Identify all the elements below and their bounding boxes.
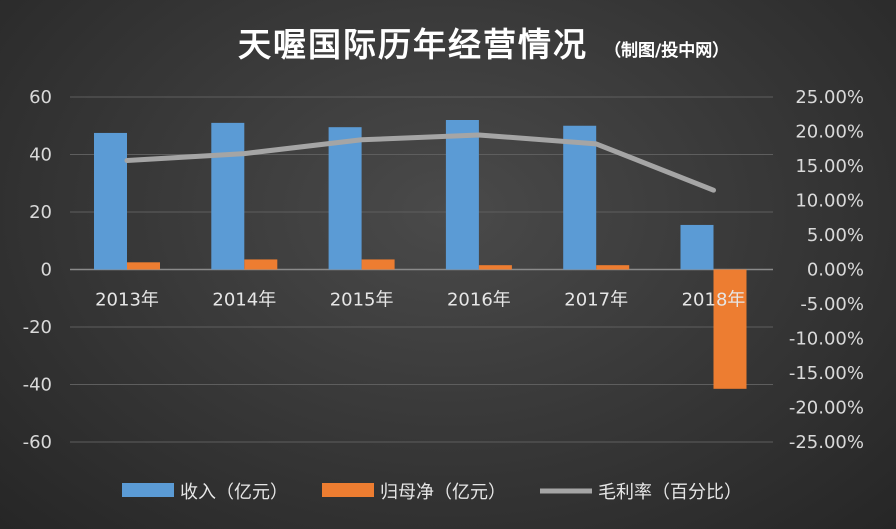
- y-tick-label: 20: [29, 202, 52, 223]
- y2-tick-label: 25.00%: [795, 87, 864, 108]
- y-tick-label: -20: [23, 317, 52, 338]
- y2-tick-label: -15.00%: [789, 363, 864, 384]
- revenue-bar: [680, 224, 714, 270]
- legend-swatch: [122, 483, 174, 497]
- y-tick-label: -60: [23, 432, 52, 453]
- y2-tick-label: 0.00%: [807, 260, 864, 281]
- revenue-bar: [563, 125, 597, 270]
- y-tick-label: 60: [29, 87, 52, 108]
- y2-tick-label: 5.00%: [807, 225, 864, 246]
- net-profit-bar: [478, 265, 512, 270]
- y2-tick-label: -5.00%: [800, 294, 864, 315]
- net-profit-bar: [127, 262, 160, 270]
- y-tick-label: -40: [23, 375, 52, 396]
- x-category-label: 2017年: [564, 290, 628, 311]
- x-category-label: 2015年: [330, 290, 394, 311]
- y2-tick-label: 15.00%: [795, 156, 864, 177]
- gross-margin-line: [124, 132, 716, 193]
- x-category-label: 2013年: [95, 290, 159, 311]
- y2-tick-label: -20.00%: [789, 398, 864, 419]
- net-profit-bar: [244, 259, 278, 270]
- margin-line: [124, 132, 716, 193]
- chart-title: 天喔国际历年经营情况: [238, 25, 588, 64]
- y2-tick-label: 10.00%: [795, 191, 864, 212]
- legend-label: 收入（亿元）: [180, 482, 288, 503]
- y2-tick-label: -10.00%: [789, 329, 864, 350]
- x-category-label: 2014年: [212, 290, 276, 311]
- legend: 收入（亿元） 归母净（亿元） 毛利率（百分比）: [122, 482, 742, 503]
- revenue-bar: [94, 132, 127, 270]
- y-tick-label: 40: [29, 145, 52, 166]
- axis-labels: 60 40 20 0 -20 -40 -60 25.00% 20.00% 15.00% 10.00%…: [23, 87, 864, 453]
- x-category-label: 2018年: [682, 290, 746, 311]
- legend-swatch: [322, 483, 374, 497]
- net-profit-bar: [361, 259, 395, 270]
- legend-label: 归母净（亿元）: [380, 482, 506, 503]
- revenue-bar: [211, 122, 245, 270]
- gridlines: [70, 96, 773, 443]
- y2-tick-label: 20.00%: [795, 122, 864, 143]
- x-category-label: 2016年: [447, 290, 511, 311]
- net-profit-bar: [713, 269, 747, 389]
- revenue-bar: [445, 120, 479, 270]
- net-profit-bar: [596, 265, 630, 270]
- legend-label: 毛利率（百分比）: [598, 482, 742, 503]
- y-tick-label: 0: [41, 260, 52, 281]
- chart-subtitle: （制图/投中网）: [604, 40, 729, 61]
- revenue-bar: [328, 127, 362, 270]
- bars: [94, 120, 747, 389]
- y2-tick-label: -25.00%: [789, 432, 864, 453]
